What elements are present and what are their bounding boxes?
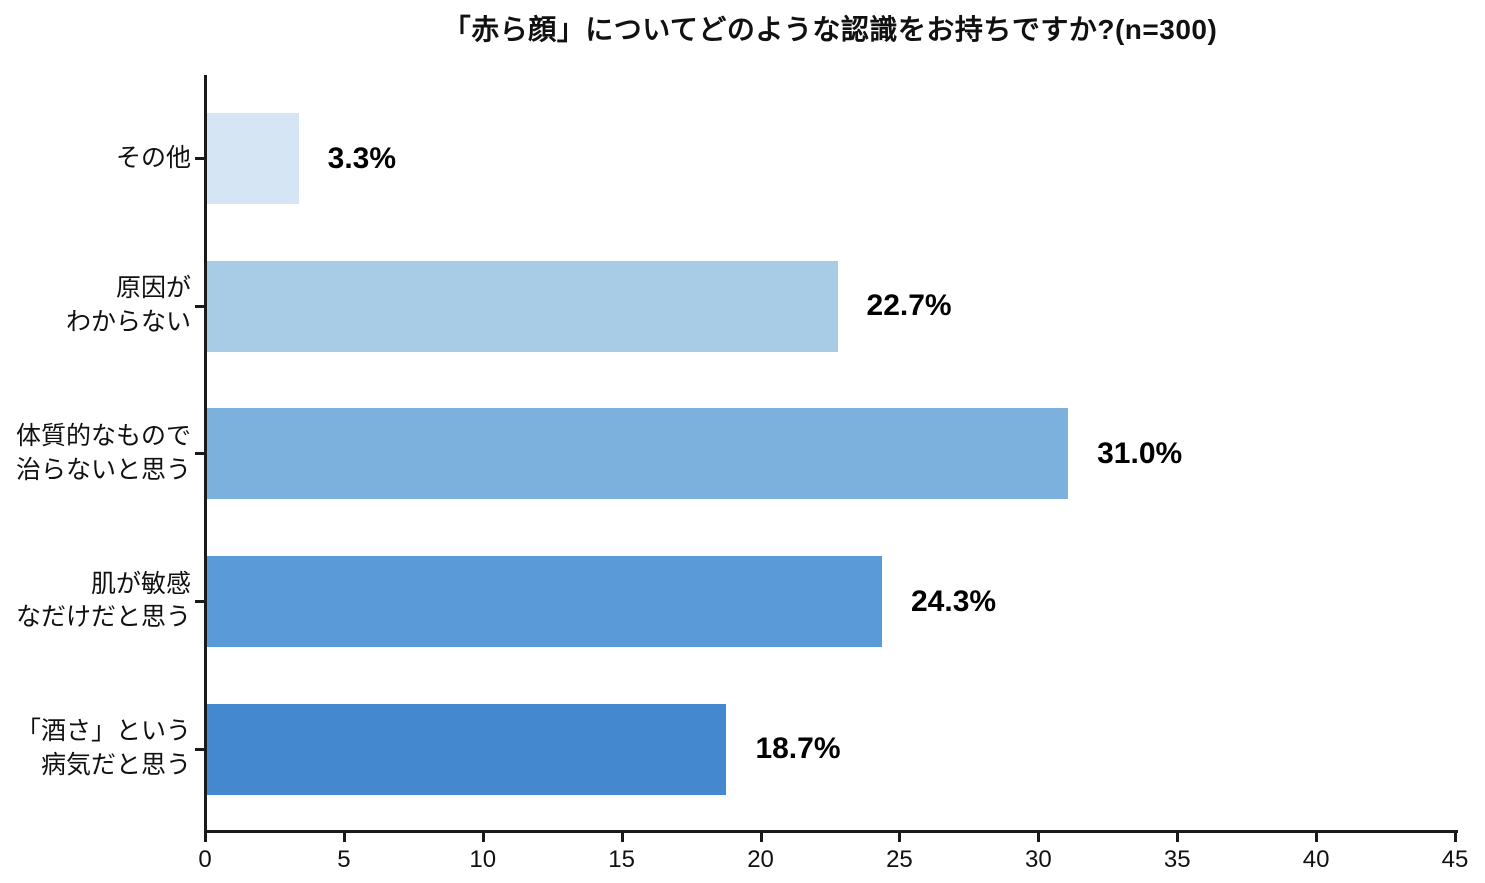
value-label: 22.7% [866,289,952,323]
y-axis-tick [195,747,204,751]
category-label: その他 [115,143,191,172]
category-label: 原因が わからない [65,274,191,336]
category-label: 肌が敏感 なだけだと思う [15,569,191,632]
x-axis-tick-label: 0 [198,846,212,873]
value-label: 31.0% [1097,436,1183,470]
x-axis-tick-label: 40 [1302,846,1330,873]
x-axis-tick-label: 5 [337,846,351,873]
x-axis-tick [204,833,207,842]
category-label: 「酒さ」という 病気だと思う [15,717,191,780]
x-axis-tick [1454,833,1457,842]
y-axis-line [204,75,207,833]
bar [207,408,1069,500]
y-axis-tick [195,304,204,308]
bar [207,113,299,204]
category-label: 体質的なもので 治らないと思う [15,421,191,484]
bar [207,260,838,352]
x-axis-line [204,830,1458,833]
value-label: 18.7% [755,732,841,766]
x-axis-tick-label: 30 [1024,846,1052,873]
x-axis-tick-label: 45 [1441,846,1469,873]
bar [207,703,727,795]
chart-title: 「赤ら顔」についてどのような認識をお持ちですか?(n=300) [442,14,1218,45]
bar [207,556,882,648]
y-axis-tick [195,157,204,160]
x-axis-tick-label: 35 [1163,846,1191,873]
x-axis-tick-label: 15 [608,846,636,873]
x-axis-tick [1315,833,1319,842]
x-axis-tick [481,833,485,842]
y-axis-tick [195,600,204,604]
x-axis-tick [1037,833,1041,842]
y-axis-tick [195,452,204,456]
x-axis-tick-label: 10 [469,846,497,873]
x-axis-tick [898,833,902,842]
x-axis-tick [342,833,346,842]
value-label: 24.3% [911,584,997,618]
x-axis-tick-label: 25 [886,846,913,873]
x-axis-tick [1176,833,1180,842]
x-axis-tick [620,833,624,842]
value-label: 3.3% [327,141,397,175]
x-axis-tick [759,833,763,842]
x-axis-tick-label: 20 [747,846,774,873]
